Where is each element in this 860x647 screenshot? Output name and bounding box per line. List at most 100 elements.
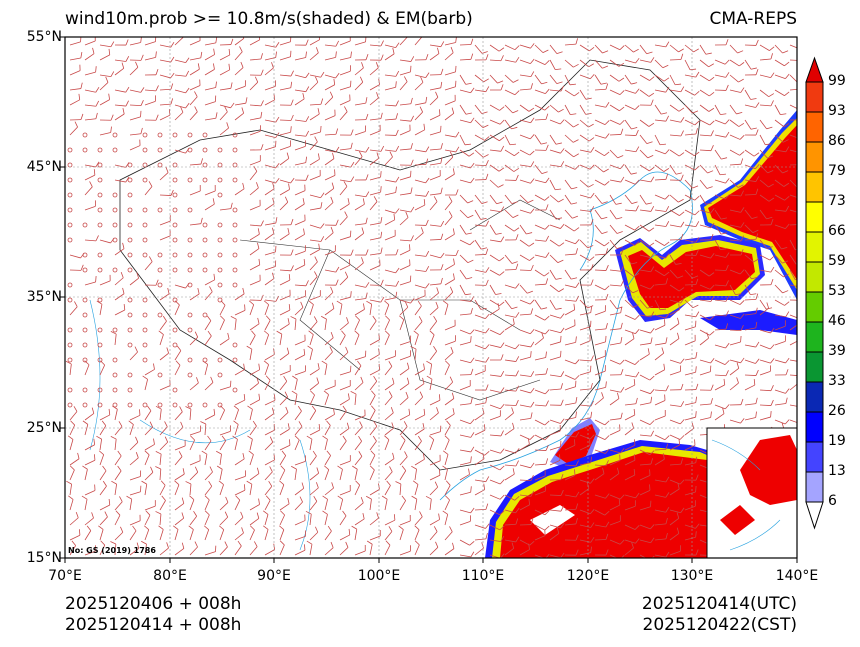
wind-barb [534, 469, 546, 481]
wind-barb [204, 95, 217, 106]
wind-barb [714, 323, 729, 331]
wind-barb [789, 224, 797, 226]
wind-barb [774, 397, 788, 406]
wind-barb [69, 113, 84, 121]
wind-barb [384, 377, 395, 391]
wind-barb [579, 104, 592, 115]
wind-barb [699, 398, 713, 406]
wind-barb [669, 86, 685, 93]
wind-barb [459, 551, 475, 558]
wind-barb [684, 71, 700, 78]
wind-barb [294, 334, 306, 346]
wind-barb [369, 483, 380, 496]
calm-wind-circle [127, 252, 133, 258]
wind-barb [339, 422, 350, 436]
wind-barb [399, 159, 414, 166]
wind-barb [159, 109, 171, 121]
calm-wind-circle [82, 252, 88, 258]
wind-barb [654, 319, 666, 331]
wind-barb [684, 179, 699, 189]
wind-barb [669, 44, 684, 53]
calm-wind-circle [232, 147, 238, 153]
wind-barb [549, 350, 562, 361]
wind-barb [624, 119, 638, 130]
wind-barb [279, 114, 294, 121]
wind-barb [294, 455, 306, 466]
wind-barb [204, 48, 215, 61]
wind-barb [294, 482, 305, 496]
wind-barb [69, 511, 79, 526]
calm-wind-circle [82, 147, 88, 153]
calm-wind-circle [82, 297, 88, 303]
wind-barb [654, 149, 670, 155]
calm-wind-circle [232, 222, 238, 228]
wind-barb [399, 115, 415, 122]
wind-barb [354, 113, 369, 121]
wind-barb [594, 467, 605, 481]
wind-barb [609, 249, 624, 256]
wind-barb [429, 513, 440, 526]
wind-barb [354, 151, 363, 166]
wind-barb [504, 89, 520, 96]
wind-barb [564, 439, 576, 451]
wind-barb [247, 405, 253, 421]
wind-barb [609, 59, 625, 67]
calm-wind-circle [172, 267, 178, 273]
wind-barb [459, 456, 472, 466]
wind-barb [442, 465, 448, 481]
wind-barb [624, 44, 639, 53]
wind-barb [204, 510, 210, 526]
wind-barb [684, 439, 696, 451]
colorbar-label: 93 [828, 103, 846, 119]
colorbar-label: 13 [828, 463, 846, 479]
wind-barb [279, 152, 290, 166]
calm-wind-circle [232, 177, 238, 183]
wind-barb [426, 375, 433, 391]
wind-barb [684, 334, 696, 346]
calm-wind-circle [202, 402, 208, 408]
wind-barb [110, 330, 117, 346]
wind-barb [294, 245, 306, 256]
wind-barb [354, 435, 362, 451]
wind-barb [384, 151, 393, 166]
wind-barb [369, 512, 379, 526]
wind-barb [609, 322, 623, 331]
wind-barb [534, 529, 546, 541]
wind-barb [354, 62, 364, 76]
wind-barb [263, 330, 270, 346]
wind-barb [279, 480, 285, 496]
wind-barb [294, 514, 306, 526]
colorbar-bin [805, 141, 824, 173]
wind-barb [429, 109, 441, 121]
wind-barb [504, 209, 519, 218]
wind-barb [189, 51, 203, 61]
wind-barb [399, 335, 412, 346]
wind-barb [204, 376, 214, 391]
wind-barb [249, 541, 258, 556]
wind-barb [174, 542, 185, 556]
wind-barb [279, 50, 292, 61]
calm-wind-circle [97, 297, 103, 303]
wind-barb [579, 134, 595, 142]
calm-wind-circle [112, 237, 118, 243]
wind-barb [669, 221, 685, 228]
wind-barb [654, 74, 670, 82]
wind-barb [384, 42, 400, 49]
wind-barb [174, 468, 185, 481]
wind-barb [594, 248, 609, 256]
wind-barb [189, 79, 201, 91]
wind-barb [714, 104, 727, 116]
wind-barb [309, 76, 319, 91]
wind-barb [759, 365, 771, 376]
wind-barb [504, 283, 520, 289]
wind-barb [309, 236, 325, 242]
wind-barb [669, 483, 680, 496]
wind-barb [339, 346, 349, 361]
wind-barb [654, 443, 669, 451]
wind-barb [669, 303, 680, 316]
wind-barb [774, 239, 788, 250]
wind-barb [337, 495, 344, 511]
wind-barb [504, 460, 519, 467]
wind-barb [369, 279, 384, 286]
wind-barb [99, 408, 111, 421]
